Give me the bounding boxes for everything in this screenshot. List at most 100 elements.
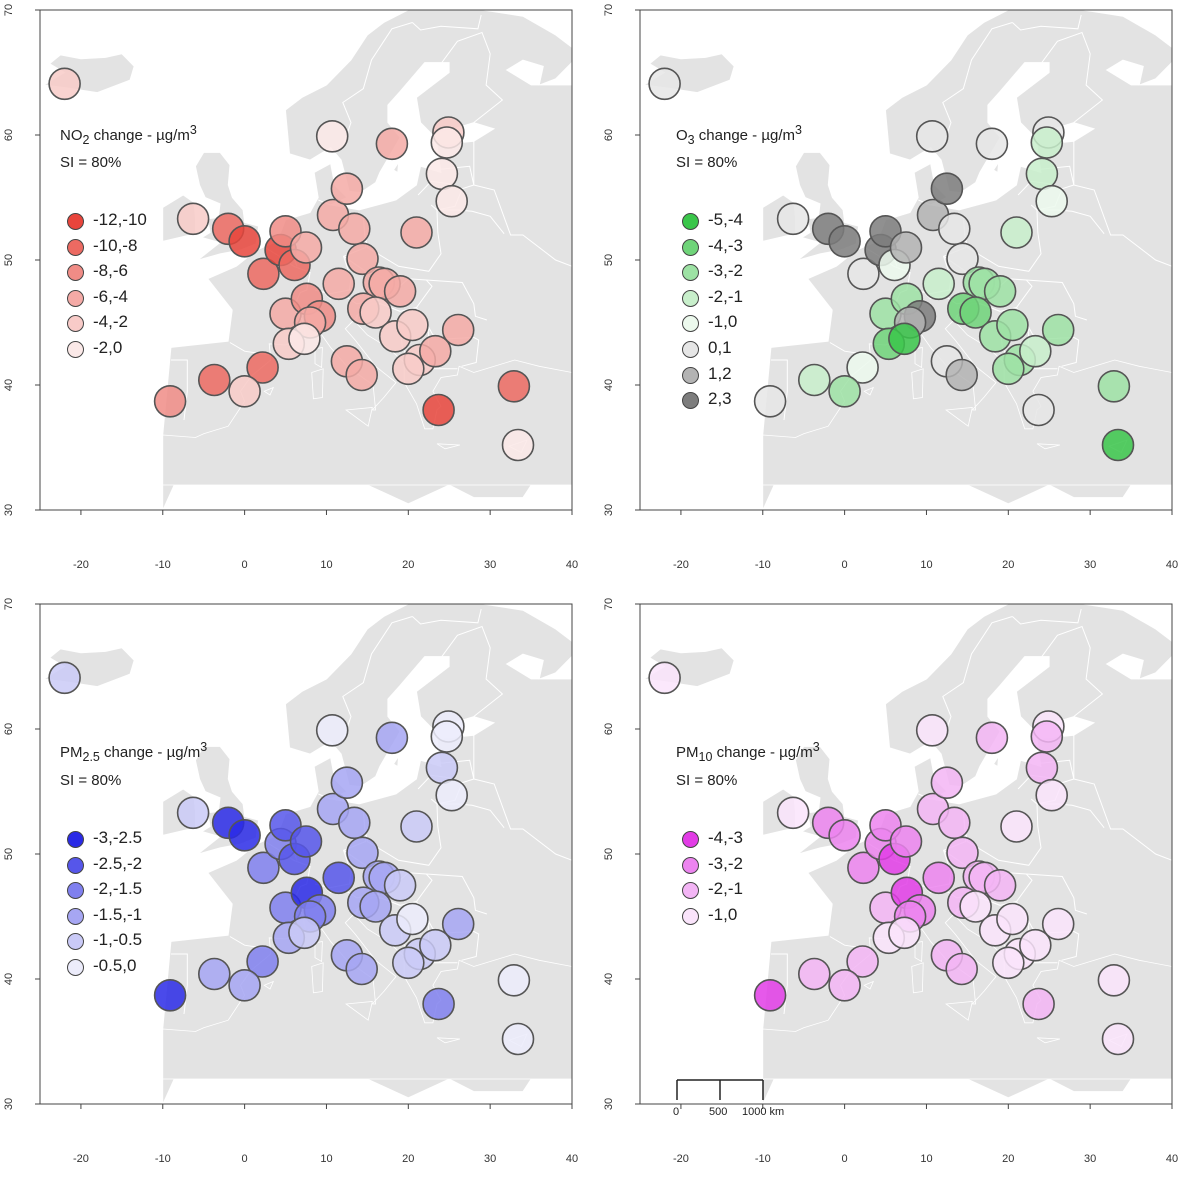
legend-swatch: [682, 238, 699, 256]
land-shape: [311, 368, 324, 400]
station-marker: [847, 257, 880, 291]
legend-label: -6,-4: [93, 286, 128, 306]
country-border: [1061, 931, 1080, 961]
y-tick-label: 30: [603, 504, 615, 516]
land-shape: [863, 386, 875, 396]
y-tick-label: 50: [3, 848, 15, 860]
station-marker: [1035, 184, 1069, 218]
legend-swatch: [67, 340, 84, 358]
scale-label-0: 0: [673, 1106, 680, 1118]
land-shape: [263, 980, 275, 990]
station-marker: [959, 890, 992, 923]
panel-title: NO2 change - µg/m3: [60, 123, 197, 147]
country-border: [342, 22, 413, 147]
station-marker: [497, 963, 531, 997]
y-tick-label: 50: [603, 254, 615, 266]
x-tick-label: 30: [484, 559, 496, 571]
country-border: [461, 337, 480, 367]
station-marker: [648, 67, 681, 101]
station-marker: [828, 374, 861, 408]
country-border: [412, 14, 482, 31]
y-tick-label: 60: [3, 723, 15, 735]
station-marker: [1025, 751, 1059, 785]
station-marker: [991, 946, 1025, 980]
station-marker: [176, 202, 210, 236]
land-shape: [945, 1001, 973, 1021]
station-marker: [330, 172, 364, 205]
station-marker: [288, 322, 321, 356]
station-marker: [430, 720, 464, 753]
station-marker: [198, 363, 231, 397]
legend-label: -10,-8: [93, 235, 138, 255]
country-border: [1012, 608, 1082, 625]
station-marker: [945, 358, 979, 392]
station-marker: [776, 202, 810, 236]
legend-swatch: [682, 366, 699, 384]
station-marker: [418, 334, 452, 368]
scale-label-500: 500: [709, 1106, 728, 1118]
station-marker: [915, 120, 949, 153]
legend-swatch: [67, 264, 84, 282]
station-marker: [1035, 778, 1069, 812]
legend-label: -0.5,0: [93, 955, 137, 975]
land-shape: [436, 443, 460, 450]
x-tick-label: -20: [73, 559, 89, 571]
station-marker: [1041, 313, 1075, 347]
station-marker: [1041, 907, 1075, 941]
station-marker: [425, 751, 459, 785]
station-marker: [396, 308, 429, 342]
station-marker: [346, 242, 379, 276]
legend-swatch: [682, 392, 699, 410]
legend-label: -2.5,-2: [93, 853, 143, 873]
legend-swatch: [682, 907, 699, 925]
x-tick-label: 40: [566, 559, 578, 571]
land-shape: [914, 347, 923, 369]
land-shape: [863, 980, 875, 990]
land-shape: [993, 756, 999, 768]
land-shape: [393, 162, 399, 174]
panel-title: O3 change - µg/m3: [676, 123, 802, 147]
station-marker: [996, 902, 1029, 936]
station-marker: [246, 945, 279, 978]
station-marker: [247, 851, 280, 885]
x-tick-label: -10: [155, 559, 171, 571]
y-tick-label: 70: [3, 598, 15, 610]
station-marker: [383, 274, 417, 308]
station-marker: [1000, 810, 1033, 843]
station-marker: [48, 67, 81, 101]
station-marker: [915, 714, 949, 747]
station-marker: [930, 172, 964, 205]
legend-label: -5,-4: [708, 210, 743, 229]
station-marker: [48, 661, 81, 695]
station-marker: [153, 384, 187, 418]
country-border: [440, 625, 504, 717]
station-marker: [1101, 428, 1135, 462]
land-shape: [314, 347, 323, 369]
y-tick-label: 40: [603, 379, 615, 391]
legend-swatch: [682, 264, 699, 282]
station-marker: [1097, 369, 1131, 403]
legend-swatch: [682, 289, 699, 307]
x-tick-label: 10: [320, 1153, 332, 1165]
station-marker: [996, 308, 1029, 342]
legend-label: -4,-3: [708, 235, 743, 255]
station-marker: [289, 825, 323, 858]
legend-swatch: [67, 831, 84, 848]
station-marker: [888, 322, 921, 356]
legend-swatch: [682, 831, 699, 848]
station-marker: [959, 296, 992, 329]
y-tick-label: 60: [3, 129, 15, 141]
land-shape: [345, 1001, 373, 1021]
station-marker: [889, 825, 923, 858]
station-marker: [176, 796, 210, 830]
x-tick-label: 30: [484, 1153, 496, 1165]
station-marker: [396, 902, 429, 936]
x-tick-label: 0: [842, 1153, 848, 1165]
legend-label: 0,1: [708, 337, 732, 357]
country-border: [1040, 31, 1104, 123]
country-border: [1061, 337, 1080, 367]
station-marker: [922, 267, 956, 301]
station-marker: [1022, 987, 1055, 1021]
legend-swatch: [682, 213, 699, 230]
station-marker: [198, 957, 231, 991]
